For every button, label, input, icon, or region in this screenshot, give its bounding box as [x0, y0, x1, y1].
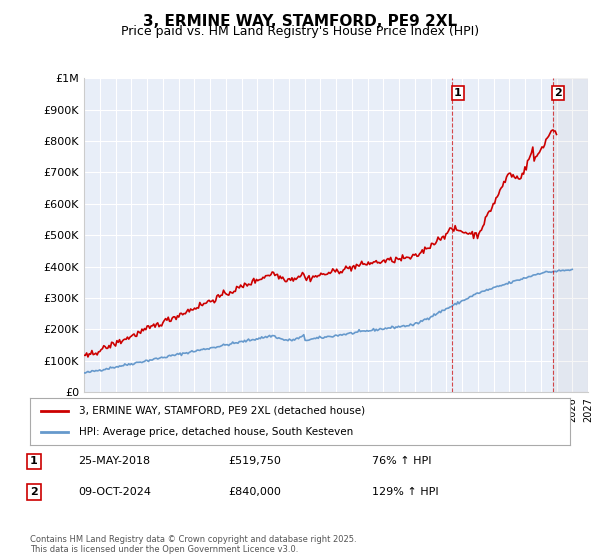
- Bar: [553, 78, 588, 392]
- Text: 3, ERMINE WAY, STAMFORD, PE9 2XL: 3, ERMINE WAY, STAMFORD, PE9 2XL: [143, 14, 457, 29]
- Text: Contains HM Land Registry data © Crown copyright and database right 2025.
This d: Contains HM Land Registry data © Crown c…: [30, 535, 356, 554]
- Text: £840,000: £840,000: [228, 487, 281, 497]
- Text: HPI: Average price, detached house, South Kesteven: HPI: Average price, detached house, Sout…: [79, 427, 353, 437]
- Text: £519,750: £519,750: [228, 456, 281, 466]
- Text: 25-MAY-2018: 25-MAY-2018: [78, 456, 150, 466]
- Text: 129% ↑ HPI: 129% ↑ HPI: [372, 487, 439, 497]
- Text: 76% ↑ HPI: 76% ↑ HPI: [372, 456, 431, 466]
- Text: Price paid vs. HM Land Registry's House Price Index (HPI): Price paid vs. HM Land Registry's House …: [121, 25, 479, 38]
- Text: 2: 2: [30, 487, 38, 497]
- Text: 3, ERMINE WAY, STAMFORD, PE9 2XL (detached house): 3, ERMINE WAY, STAMFORD, PE9 2XL (detach…: [79, 406, 365, 416]
- Text: 09-OCT-2024: 09-OCT-2024: [78, 487, 151, 497]
- Text: 2: 2: [554, 88, 562, 98]
- Text: 1: 1: [454, 88, 462, 98]
- Text: 1: 1: [30, 456, 38, 466]
